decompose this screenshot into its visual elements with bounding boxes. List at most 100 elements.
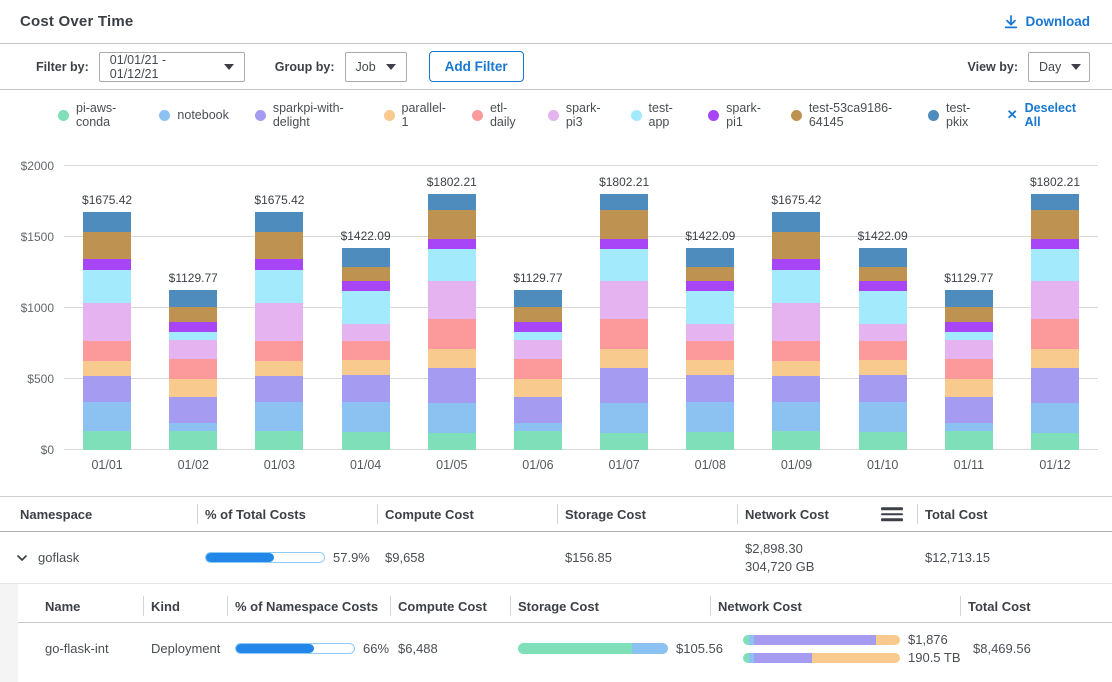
download-label: Download xyxy=(1025,14,1091,29)
bar-total-label: $1802.21 xyxy=(426,175,477,190)
stacked-bar-01/06[interactable]: $1129.77 xyxy=(513,271,563,450)
pct-total-cell: 57.9% xyxy=(197,532,377,583)
legend-item-etl-daily[interactable]: etl-daily xyxy=(471,101,522,129)
bar-segment-spark-pi3 xyxy=(169,340,218,359)
plot-area: $0 $500 $1000 $1500 $2000 $1675.42 $1129.77 $16… xyxy=(21,159,1098,457)
legend-label: parallel-1 xyxy=(401,101,446,129)
bar-segment-spark-pi3 xyxy=(944,340,993,359)
chevron-down-icon[interactable] xyxy=(14,550,30,566)
stacked-bar-01/11[interactable]: $1129.77 xyxy=(944,271,993,450)
table-row-go-flask-int[interactable]: go-flask-int Deployment 66% $6,488 $105.… xyxy=(18,623,1112,674)
menu-icon[interactable] xyxy=(881,504,903,524)
bar-segment-etl-daily xyxy=(255,341,304,362)
bar-segment-sparkpi-with-delight xyxy=(944,397,993,423)
bar-segment-parallel-1 xyxy=(772,361,821,376)
stacked-bar-01/02[interactable]: $1129.77 xyxy=(169,271,218,450)
legend-item-notebook[interactable]: notebook xyxy=(159,108,229,122)
bar-total-label: $1129.77 xyxy=(513,270,563,285)
bar-segment-notebook xyxy=(772,401,821,431)
legend-item-spark-pi3[interactable]: spark-pi3 xyxy=(547,101,605,129)
bar-column-01/05: $1802.21 xyxy=(409,166,495,450)
bar-segment-test-pkix xyxy=(944,289,993,308)
network-bar-line: 190.5 TB xyxy=(718,650,961,665)
bar-segment-parallel-1 xyxy=(600,349,649,368)
bar-segment-sparkpi-with-delight xyxy=(858,374,907,402)
legend-item-test-app[interactable]: test-app xyxy=(630,101,683,129)
view-by-select[interactable]: Day xyxy=(1028,51,1090,82)
bar-segment-sparkpi-with-delight xyxy=(1030,367,1079,404)
storage-cost-cell: $105.56 xyxy=(510,623,723,674)
legend-dot-icon xyxy=(790,109,802,121)
bar-segment-spark-pi1 xyxy=(169,321,218,332)
x-axis-tick-label: 01/10 xyxy=(866,458,899,472)
bar-segment-parallel-1 xyxy=(1030,349,1079,368)
compute-cost-cell: $9,658 xyxy=(385,550,425,565)
network-bar-segment xyxy=(743,652,750,663)
stacked-bar-01/08[interactable]: $1422.09 xyxy=(685,229,735,450)
progress-bar xyxy=(205,552,325,563)
date-range-select[interactable]: 01/01/21 - 01/12/21 xyxy=(98,51,245,82)
stacked-bar-01/03[interactable]: $1675.42 xyxy=(254,193,304,450)
bar-segment-test-pkix xyxy=(83,212,132,232)
bar-segment-spark-pi3 xyxy=(341,323,390,341)
namespace-name: goflask xyxy=(38,550,80,565)
bar-segment-pi-aws-conda xyxy=(858,431,907,450)
chart-legend: pi-aws-conda notebook sparkpi-with-delight… xyxy=(0,90,1112,140)
bar-segment-spark-pi3 xyxy=(255,303,304,342)
bar-segment-spark-pi1 xyxy=(255,259,304,270)
deselect-all-button[interactable]: ✕ Deselect All xyxy=(1007,101,1084,129)
legend-item-test-pkix[interactable]: test-pkix xyxy=(928,101,981,129)
legend-label: test-app xyxy=(648,101,673,129)
stacked-bar-01/09[interactable]: $1675.42 xyxy=(771,193,821,450)
legend-item-parallel-1[interactable]: parallel-1 xyxy=(383,101,446,129)
name-cell: go-flask-int xyxy=(45,641,109,656)
stacked-bar-01/05[interactable]: $1802.21 xyxy=(427,175,477,450)
legend-dot-icon xyxy=(630,109,642,121)
workload-table-header: Name Kind % of Namespace Costs Compute C… xyxy=(18,590,1112,623)
bar-segment-sparkpi-with-delight xyxy=(255,375,304,402)
bar-segment-etl-daily xyxy=(169,358,218,379)
bar-segment-test-53ca9186-64145 xyxy=(1030,209,1079,239)
legend-item-spark-pi1[interactable]: spark-pi1 xyxy=(708,101,765,129)
bar-column-01/07: $1802.21 xyxy=(581,166,667,450)
bar-segment-test-pkix xyxy=(427,194,476,210)
date-range-value: 01/01/21 - 01/12/21 xyxy=(109,52,167,81)
stacked-bar-01/10[interactable]: $1422.09 xyxy=(858,229,908,450)
col-network: Network Cost xyxy=(737,497,917,531)
bar-segment-pi-aws-conda xyxy=(427,433,476,450)
bar-segment-spark-pi1 xyxy=(83,259,132,270)
legend-item-pi-aws-conda[interactable]: pi-aws-conda xyxy=(58,101,133,129)
stacked-bar-01/01[interactable]: $1675.42 xyxy=(82,193,132,450)
col-total: Total Cost xyxy=(917,497,1112,531)
bar-segment-spark-pi1 xyxy=(427,238,476,249)
legend-item-sparkpi-with-delight[interactable]: sparkpi-with-delight xyxy=(254,101,358,129)
bar-segment-notebook xyxy=(427,403,476,434)
group-by-select[interactable]: Job xyxy=(344,51,407,82)
x-axis-tick-label: 01/03 xyxy=(263,458,296,472)
col-pct-total: % of Total Costs xyxy=(197,497,377,531)
bar-segment-pi-aws-conda xyxy=(255,430,304,450)
bar-segment-sparkpi-with-delight xyxy=(341,374,390,402)
view-by-value: Day xyxy=(1039,59,1062,74)
bar-segment-test-pkix xyxy=(686,248,735,267)
stacked-bar-01/07[interactable]: $1802.21 xyxy=(599,175,649,450)
title-bar: Cost Over Time Download xyxy=(0,0,1112,44)
bar-segment-spark-pi3 xyxy=(83,303,132,342)
stacked-bar-01/12[interactable]: $1802.21 xyxy=(1030,175,1080,450)
stacked-bar-01/04[interactable]: $1422.09 xyxy=(341,229,391,450)
network-cost-cell: $2,898.30 304,720 GB xyxy=(737,532,917,583)
bar-total-label: $1802.21 xyxy=(599,175,650,190)
download-button[interactable]: Download xyxy=(1003,14,1091,30)
bar-column-01/12: $1802.21 xyxy=(1012,166,1098,450)
add-filter-button[interactable]: Add Filter xyxy=(428,51,524,82)
bar-segment-sparkpi-with-delight xyxy=(600,367,649,404)
network-bar-line: $1,876 xyxy=(718,632,948,647)
storage-cost-bar xyxy=(518,643,668,654)
namespace-cell: goflask xyxy=(0,532,197,583)
table-row-goflask[interactable]: goflask 57.9% $9,658 $156.85 $2,898.30 3… xyxy=(0,532,1112,584)
bar-segment-notebook xyxy=(944,422,993,431)
bar-segment-etl-daily xyxy=(1030,319,1079,350)
bar-segment-test-app xyxy=(600,248,649,281)
legend-item-test-53ca9186-64145[interactable]: test-53ca9186-64145 xyxy=(790,101,902,129)
col-pct-namespace: % of Namespace Costs xyxy=(227,590,390,622)
